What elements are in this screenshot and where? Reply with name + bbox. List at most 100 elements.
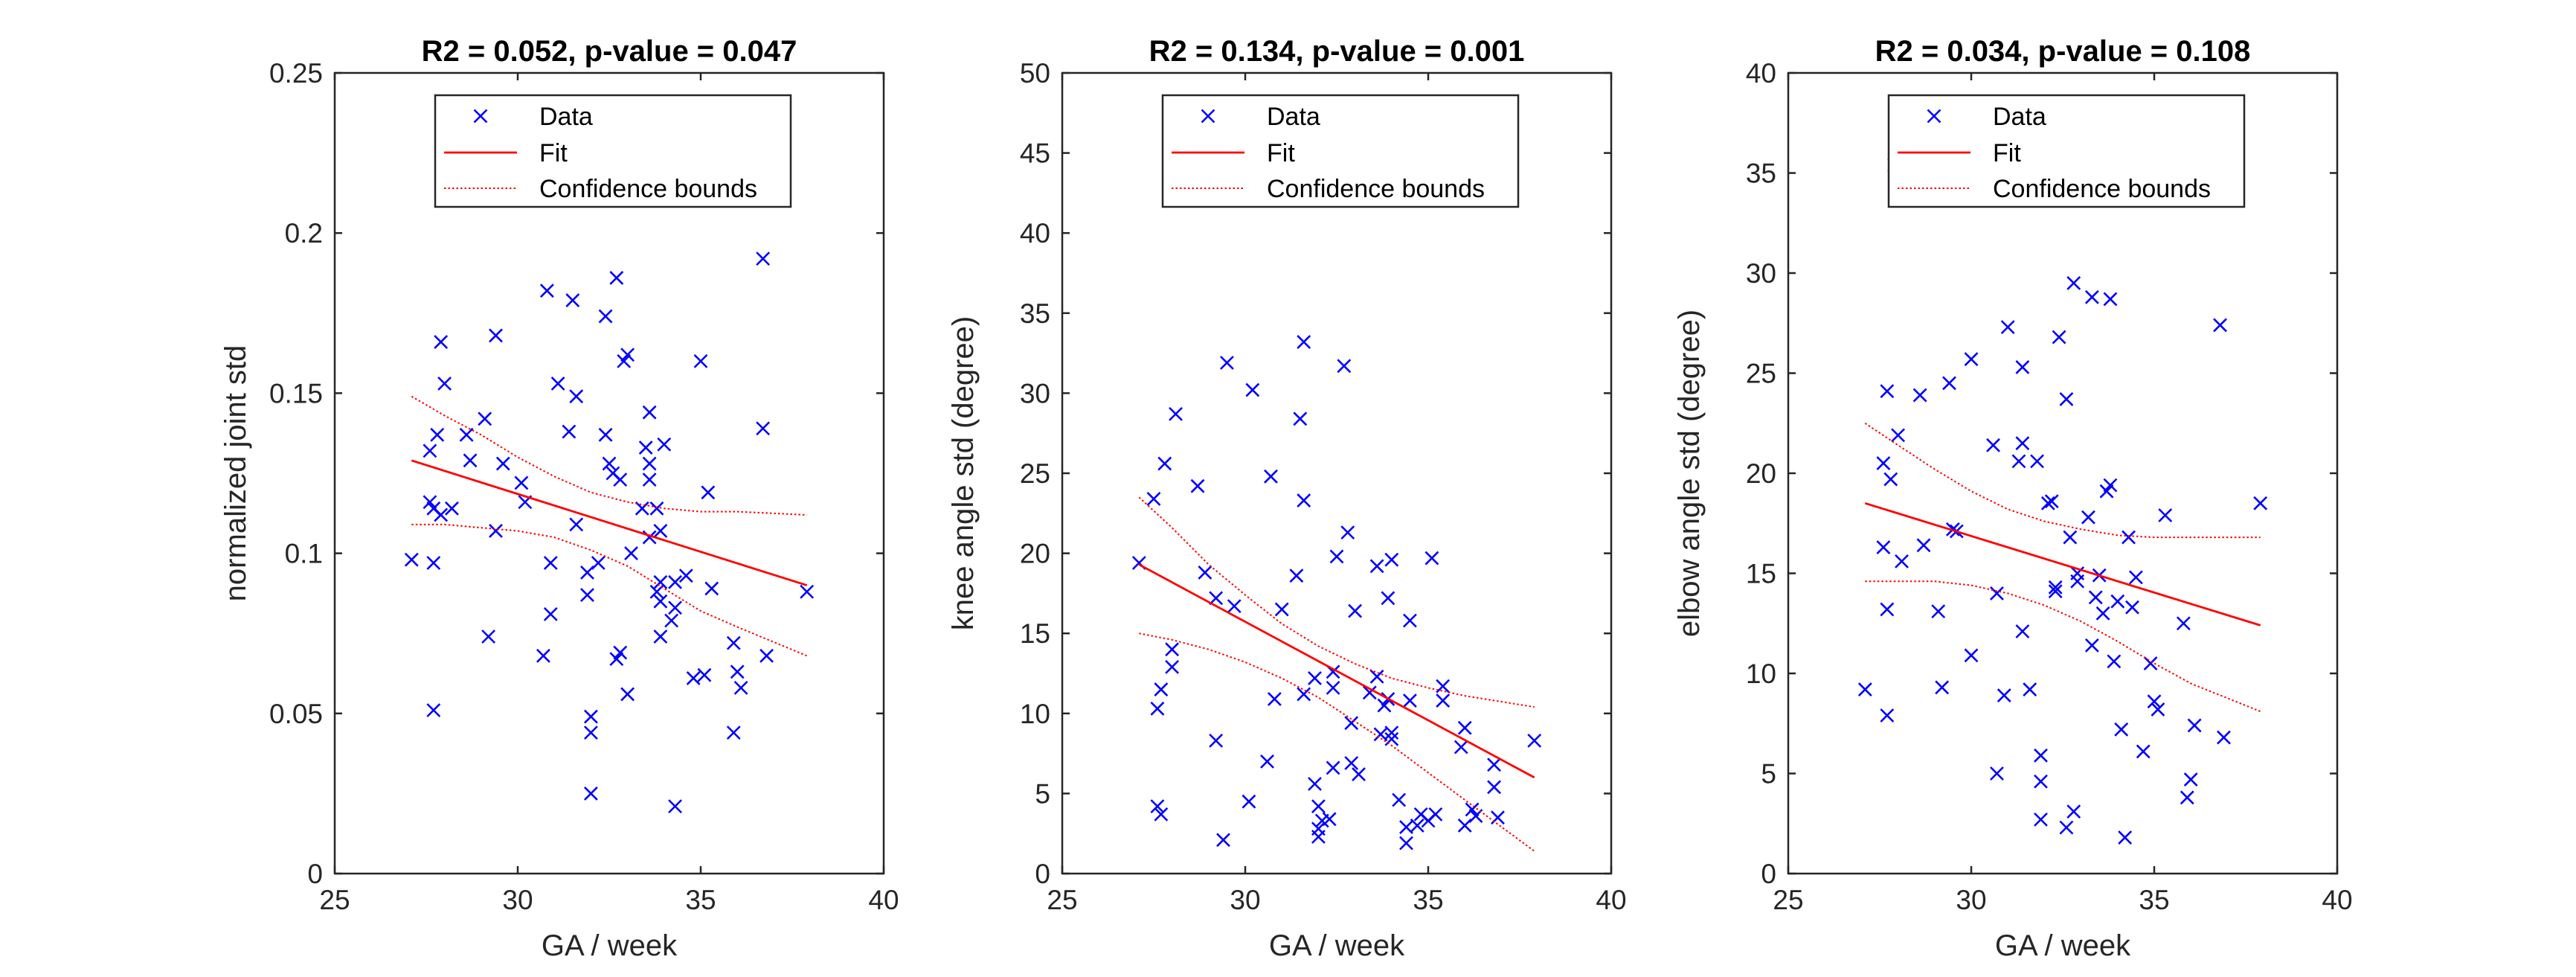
data-point-marker [489,524,503,538]
data-point-marker [1209,733,1224,748]
data-point-marker [1454,740,1468,755]
data-point-marker [1931,604,1946,619]
data-point-marker [495,456,510,471]
y-tick-label: 25 [1746,359,1776,389]
data-point-marker [1399,836,1413,851]
legend-label-confidence: Confidence bounds [1993,175,2211,203]
data-point-marker [759,648,774,663]
data-point-marker [2063,530,2078,545]
y-tick-label: 5 [1761,759,1776,789]
data-point-marker [1267,692,1282,706]
data-point-marker [1245,382,1260,397]
data-point-marker [642,456,657,471]
data-point-marker [514,475,529,490]
data-point-marker [2125,600,2139,615]
legend-label-confidence: Confidence bounds [539,175,757,203]
data-point-marker [1150,701,1165,716]
data-point-marker [664,613,679,628]
y-tick-label: 15 [1746,559,1776,589]
data-point-marker [426,703,441,717]
data-point-marker [2030,454,2044,469]
data-point-marker [609,271,624,285]
data-point-marker [2151,702,2165,717]
data-point-marker [1410,819,1424,833]
data-point-marker [1169,406,1183,421]
legend-label-fit: Fit [1267,139,1295,167]
data-point-marker [1260,754,1274,769]
data-point-marker [653,574,668,589]
data-point-marker [704,581,719,596]
data-point-marker [733,680,748,695]
x-tick-label: 35 [1413,885,1443,915]
data-point-marker [423,495,437,510]
legend-label-data: Data [1993,103,2046,131]
data-point-marker [2066,276,2081,290]
data-point-marker [800,584,815,599]
x-tick-label: 35 [685,885,716,915]
data-point-marker [543,556,558,570]
legend: Data Fit Confidence bounds [1161,94,1520,208]
y-tick-label: 10 [1020,699,1050,729]
data-point-marker [2084,289,2099,304]
data-point-marker [2023,682,2037,696]
data-point-marker [1297,687,1311,702]
y-tick-label: 0.2 [285,218,323,249]
data-point-marker [2034,774,2048,789]
data-point-marker [2121,530,2136,545]
data-point-marker [620,347,635,362]
data-point-marker [2118,830,2133,845]
data-point-marker [1198,566,1212,580]
data-point-marker [1527,733,1542,748]
data-point-marker [598,309,613,324]
series-group [1131,335,1542,852]
y-tick-label: 0.05 [269,699,323,729]
data-point-marker [1311,821,1326,836]
data-point-marker [1157,456,1172,471]
data-point-marker [1402,693,1417,708]
data-point-marker [1916,538,1931,553]
data-point-marker [2052,330,2066,345]
data-point-marker [1348,603,1363,618]
data-point-marker [1964,648,1979,663]
data-point-marker [1344,716,1359,731]
data-point-marker [1308,671,1322,685]
data-point-marker [1436,693,1451,708]
y-tick-label: 0.1 [285,539,323,569]
data-point-marker [1384,725,1399,740]
x-axis-label: GA / week [1995,929,2131,962]
data-point-marker [591,556,606,570]
data-point-marker [1876,456,1891,470]
y-tick-label: 0 [307,859,323,889]
y-tick-label: 45 [1020,138,1050,169]
legend-label-data: Data [539,103,593,131]
data-point-marker [1880,708,1895,723]
data-point-marker [2059,392,2074,406]
data-point-marker [2128,570,2143,585]
data-point-marker [459,427,474,442]
data-point-marker [550,377,565,391]
data-point-marker [756,421,771,436]
data-point-marker [2095,606,2110,621]
data-point-marker [1997,688,2011,703]
data-point-marker [1322,812,1337,827]
data-point-marker [1337,359,1352,374]
legend: Data Fit Confidence bounds [1887,94,2246,208]
axes: 25 30 35 40 0 0.05 0.1 0.15 0.2 0.25 [269,58,899,915]
y-tick-label: 0.15 [269,378,323,409]
data-point-marker [1297,493,1311,508]
data-point-marker [686,671,701,685]
data-point-marker [1883,472,1898,487]
data-point-marker [1362,685,1377,700]
data-point-marker [602,456,617,471]
data-point-marker [1990,766,2004,781]
data-point-marker [1242,794,1256,809]
confidence-bound-line [1138,496,1535,708]
data-point-marker [697,667,712,682]
confidence-bound-line [411,395,807,516]
data-point-marker [668,799,682,814]
data-point-marker [2034,748,2048,763]
data-point-marker [580,588,594,602]
data-point-marker [1381,591,1395,606]
data-point-marker [653,594,668,609]
confidence-bound-line [1139,632,1535,852]
